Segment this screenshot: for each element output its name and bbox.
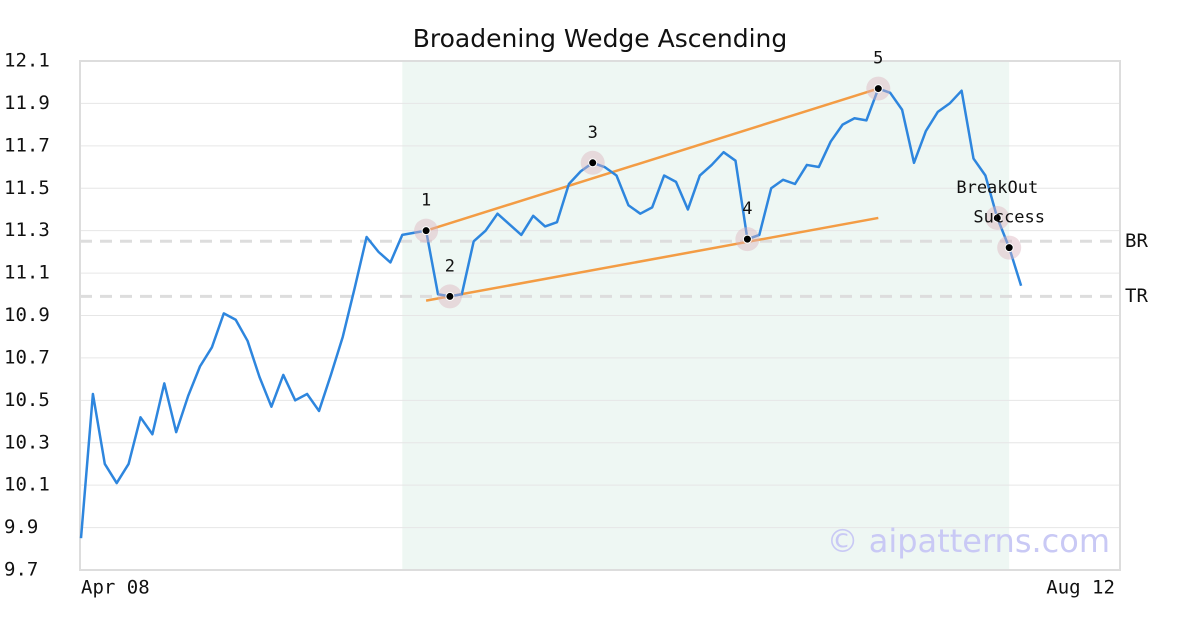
pattern-point xyxy=(1004,243,1014,253)
x-tick-label: Aug 12 xyxy=(1046,577,1115,599)
y-tick-label: 11.9 xyxy=(4,92,50,114)
y-tick-label: 11.5 xyxy=(4,177,50,199)
pattern-label: 4 xyxy=(742,199,752,219)
pattern-point xyxy=(421,226,431,236)
y-tick-label: 9.7 xyxy=(4,559,38,581)
y-tick-label: 10.9 xyxy=(4,304,50,326)
pattern-label: BreakOut xyxy=(956,178,1038,198)
y-tick-label: 10.7 xyxy=(4,346,50,368)
pattern-point xyxy=(445,291,455,301)
trendline xyxy=(425,216,879,302)
reference-label: BR xyxy=(1125,230,1148,252)
trendline xyxy=(425,87,879,232)
y-tick-label: 11.7 xyxy=(4,134,50,156)
pattern-point xyxy=(873,84,883,94)
pattern-label: Success xyxy=(973,208,1045,228)
y-tick-label: 9.9 xyxy=(4,516,38,538)
pattern-label: 1 xyxy=(421,191,431,211)
y-tick-label: 11.1 xyxy=(4,262,50,284)
y-tick-label: 10.5 xyxy=(4,389,50,411)
y-tick-label: 11.3 xyxy=(4,219,50,241)
price-line xyxy=(79,87,1023,539)
pattern-point xyxy=(588,158,598,168)
pattern-label: 3 xyxy=(588,123,598,143)
pattern-point xyxy=(992,213,1002,223)
y-tick-label: 10.1 xyxy=(4,474,50,496)
reference-label: TR xyxy=(1125,285,1148,307)
watermark: © aipatterns.com xyxy=(827,522,1110,560)
pattern-label: 2 xyxy=(445,256,455,276)
plot-frame xyxy=(79,60,1121,571)
pattern-point xyxy=(742,234,752,244)
chart-title: Broadening Wedge Ascending xyxy=(413,24,788,53)
y-tick-label: 10.3 xyxy=(4,431,50,453)
x-tick-label: Apr 08 xyxy=(81,577,150,599)
pattern-label: 5 xyxy=(873,49,883,69)
y-tick-label: 12.1 xyxy=(4,50,50,72)
